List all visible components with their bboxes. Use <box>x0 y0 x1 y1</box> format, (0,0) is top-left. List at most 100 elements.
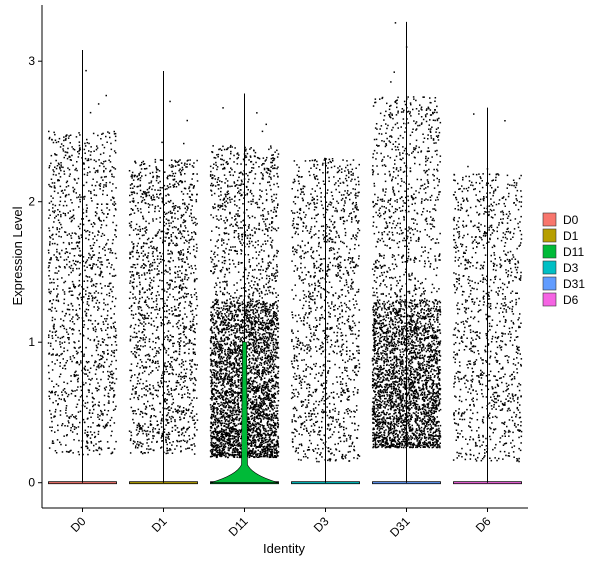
data-point <box>131 266 134 268</box>
data-point <box>189 369 192 371</box>
data-point <box>100 235 103 237</box>
data-point <box>72 214 75 217</box>
data-point <box>111 190 113 192</box>
data-point <box>222 324 224 326</box>
data-point <box>113 275 115 277</box>
data-point <box>143 163 146 165</box>
data-point <box>210 364 212 367</box>
data-point <box>60 398 62 401</box>
data-point <box>100 409 102 412</box>
data-point <box>184 344 186 347</box>
data-point <box>253 404 256 406</box>
data-point <box>141 228 144 230</box>
data-point <box>97 103 100 105</box>
data-point <box>94 184 97 187</box>
data-point <box>189 183 192 186</box>
data-point <box>211 332 213 334</box>
data-point <box>149 359 151 362</box>
data-point <box>76 361 78 363</box>
data-point <box>146 442 148 444</box>
data-point <box>252 451 254 453</box>
data-point <box>145 336 147 339</box>
data-point <box>88 371 91 374</box>
data-point <box>71 242 73 244</box>
data-point <box>51 306 53 309</box>
data-point <box>249 371 252 373</box>
data-point <box>211 384 213 387</box>
data-point <box>220 424 223 427</box>
data-point <box>248 433 250 435</box>
data-point <box>265 386 268 389</box>
data-point <box>258 412 261 415</box>
data-point <box>151 332 154 335</box>
data-point <box>275 193 278 196</box>
data-point <box>96 390 98 392</box>
data-point <box>98 252 100 254</box>
data-point <box>74 371 76 374</box>
data-point <box>59 362 61 364</box>
data-point <box>107 353 109 355</box>
data-point <box>141 430 144 432</box>
data-point <box>239 350 242 352</box>
data-point <box>81 236 83 238</box>
data-point <box>157 168 159 171</box>
data-point <box>217 425 220 428</box>
data-point <box>114 252 117 255</box>
data-point <box>263 427 266 430</box>
points-D0 <box>47 69 118 456</box>
data-point <box>84 142 86 145</box>
data-point <box>175 359 178 361</box>
data-point <box>214 354 217 356</box>
data-point <box>183 330 185 333</box>
data-point <box>231 146 233 148</box>
data-point <box>262 175 264 177</box>
data-point <box>157 231 160 233</box>
data-point <box>143 387 145 389</box>
data-point <box>169 253 171 255</box>
data-point <box>176 161 179 164</box>
data-point <box>255 455 257 458</box>
data-point <box>104 304 107 306</box>
data-point <box>60 236 62 238</box>
data-point <box>115 334 118 337</box>
data-point <box>238 336 240 338</box>
data-point <box>94 373 97 375</box>
data-point <box>258 302 260 304</box>
data-point <box>160 446 163 448</box>
data-point <box>251 431 253 434</box>
data-point <box>213 304 215 307</box>
data-point <box>56 243 59 246</box>
data-point <box>130 305 132 308</box>
data-point <box>167 354 170 356</box>
data-point <box>140 246 143 248</box>
data-point <box>225 415 228 418</box>
data-point <box>251 424 253 426</box>
data-point <box>245 173 247 175</box>
data-point <box>110 326 112 328</box>
data-point <box>87 369 89 371</box>
data-point <box>160 382 163 385</box>
data-point <box>88 150 90 152</box>
data-point <box>163 204 165 206</box>
data-point <box>222 445 225 447</box>
data-point <box>215 431 218 434</box>
data-point <box>163 392 166 394</box>
data-point <box>73 439 75 441</box>
data-point <box>58 235 60 238</box>
data-point <box>164 365 166 368</box>
data-point <box>178 410 181 412</box>
data-point <box>250 455 253 457</box>
data-point <box>68 274 70 276</box>
data-point <box>54 318 56 321</box>
data-point <box>263 413 265 415</box>
data-point <box>114 305 116 308</box>
data-point <box>158 365 160 368</box>
data-point <box>195 268 197 270</box>
data-point <box>227 409 229 411</box>
data-point <box>237 156 239 159</box>
data-point <box>97 169 99 172</box>
data-point <box>209 369 212 371</box>
data-point <box>168 313 171 315</box>
data-point <box>94 403 96 406</box>
data-point <box>194 422 197 424</box>
